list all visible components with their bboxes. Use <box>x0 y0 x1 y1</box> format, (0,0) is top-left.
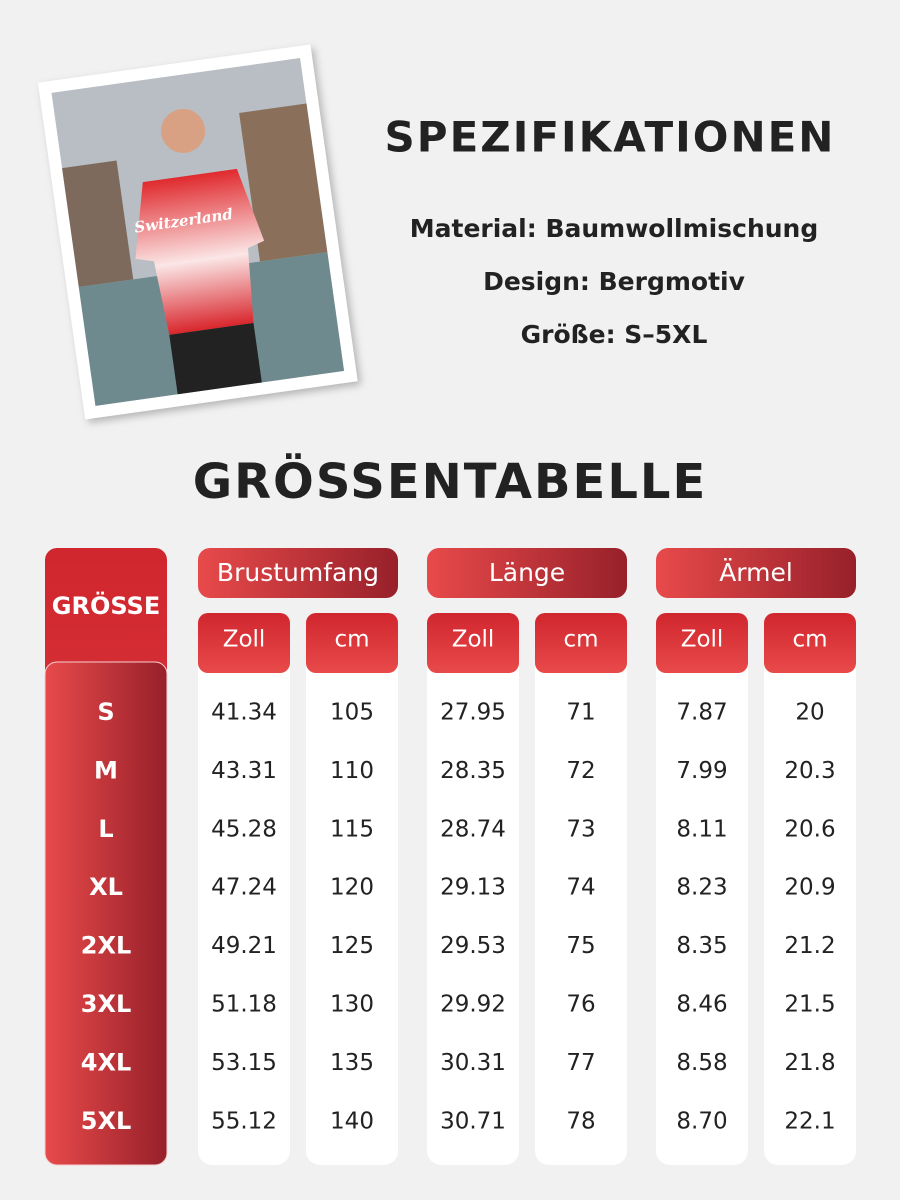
size-label: XL <box>89 873 123 901</box>
size-label: 3XL <box>81 990 132 1018</box>
group-header-bg <box>427 548 627 598</box>
table-cell: 8.58 <box>676 1050 727 1076</box>
table-cell: 140 <box>330 1108 374 1134</box>
unit-header: cm <box>563 627 598 653</box>
table-cell: 110 <box>330 758 374 784</box>
table-cell: 135 <box>330 1050 374 1076</box>
photo-building <box>62 160 134 288</box>
specs-list: Material: Baumwollmischung Design: Bergmo… <box>410 214 818 349</box>
column-body <box>535 640 627 1165</box>
table-cell: 41.34 <box>211 700 277 726</box>
table-cell: 29.13 <box>440 875 506 901</box>
table-cell: 20.3 <box>784 758 835 784</box>
spec-item: Material: Baumwollmischung <box>410 214 818 243</box>
table-cell: 78 <box>566 1108 595 1134</box>
table-cell: 71 <box>566 700 595 726</box>
table-cell: 120 <box>330 875 374 901</box>
size-column-body <box>44 661 168 1166</box>
column-body <box>427 640 519 1165</box>
table-cell: 8.46 <box>676 992 727 1018</box>
table-cell: 72 <box>566 758 595 784</box>
table-cell: 20.9 <box>784 875 835 901</box>
column-body <box>306 640 398 1165</box>
table-cell: 130 <box>330 992 374 1018</box>
table-cell: 21.5 <box>784 992 835 1018</box>
size-label: S <box>97 698 114 726</box>
photo-building <box>239 103 328 262</box>
table-cell: 28.74 <box>440 816 506 842</box>
size-label: 4XL <box>81 1048 132 1076</box>
unit-header-bg <box>656 613 748 673</box>
unit-header: cm <box>792 627 827 653</box>
table-cell: 47.24 <box>211 875 277 901</box>
group-header: Brustumfang <box>217 558 379 587</box>
unit-header: cm <box>334 627 369 653</box>
size-table: GRÖSSE S M L XL 2XL 3XL 4XL 5XL Brustumfang Zoll 41… <box>44 548 856 1166</box>
table-cell: 77 <box>566 1050 595 1076</box>
table-cell: 73 <box>566 816 595 842</box>
table-cell: 30.71 <box>440 1108 506 1134</box>
photo-shirt <box>135 168 265 335</box>
photo-head <box>161 108 206 153</box>
table-cell: 75 <box>566 933 595 959</box>
table-cell: 76 <box>566 992 595 1018</box>
table-cell: 30.31 <box>440 1050 506 1076</box>
table-cell: 8.23 <box>676 875 727 901</box>
column-body <box>656 640 748 1165</box>
specs-title: SPEZIFIKATIONEN <box>385 113 836 162</box>
column-body <box>764 640 856 1165</box>
spec-item: Größe: S–5XL <box>521 320 708 349</box>
unit-header-bg <box>535 613 627 673</box>
unit-header-bg <box>198 613 290 673</box>
spec-item: Design: Bergmotiv <box>483 267 745 296</box>
table-cell: 45.28 <box>211 816 277 842</box>
unit-header-bg <box>306 613 398 673</box>
table-cell: 53.15 <box>211 1050 277 1076</box>
group-header-bg <box>198 548 398 598</box>
size-header: GRÖSSE <box>52 590 160 620</box>
group-header: Ärmel <box>719 558 793 587</box>
table-cell: 74 <box>566 875 595 901</box>
table-cell: 7.87 <box>676 700 727 726</box>
product-photo: Switzerland <box>37 44 358 420</box>
table-cell: 28.35 <box>440 758 506 784</box>
table-cell: 20.6 <box>784 816 835 842</box>
table-cell: 21.2 <box>784 933 835 959</box>
table-cell: 43.31 <box>211 758 277 784</box>
size-label: M <box>94 756 118 784</box>
group-header-bg <box>656 548 856 598</box>
photo-trousers <box>169 323 262 395</box>
size-label: L <box>98 815 113 843</box>
column-body <box>198 640 290 1165</box>
size-label: 2XL <box>81 932 132 960</box>
table-cell: 8.11 <box>676 816 727 842</box>
table-cell: 105 <box>330 700 374 726</box>
table-cell: 20 <box>795 700 824 726</box>
table-cell: 21.8 <box>784 1050 835 1076</box>
table-cell: 27.95 <box>440 700 506 726</box>
unit-header: Zoll <box>681 627 724 653</box>
table-cell: 29.53 <box>440 933 506 959</box>
table-cell: 49.21 <box>211 933 277 959</box>
table-cell: 51.18 <box>211 992 277 1018</box>
table-cell: 115 <box>330 816 374 842</box>
table-cell: 8.35 <box>676 933 727 959</box>
group-header: Länge <box>489 558 565 587</box>
table-cell: 125 <box>330 933 374 959</box>
unit-header: Zoll <box>223 627 266 653</box>
table-cell: 7.99 <box>676 758 727 784</box>
unit-header-bg <box>764 613 856 673</box>
table-cell: 29.92 <box>440 992 506 1018</box>
table-cell: 22.1 <box>784 1108 835 1134</box>
unit-header: Zoll <box>452 627 495 653</box>
table-cell: 8.70 <box>676 1108 727 1134</box>
table-cell: 55.12 <box>211 1108 277 1134</box>
size-label: 5XL <box>81 1107 132 1135</box>
table-title: GRÖSSENTABELLE <box>193 453 708 510</box>
unit-header-bg <box>427 613 519 673</box>
